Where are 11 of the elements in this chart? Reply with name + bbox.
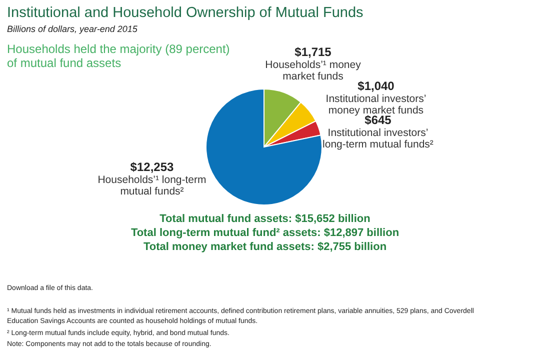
chart-subtitle: Billions of dollars, year-end 2015	[7, 24, 138, 34]
text: Total long-term mutual fund² assets: $12,897 billion	[130, 227, 400, 239]
text: Total money market fund assets: $2,755 billion	[143, 241, 387, 253]
data-label: $12,253	[130, 160, 174, 174]
text: Total mutual fund assets: $15,652 billion	[160, 213, 371, 225]
text: Households held the majority (89 percent) of mutual fund assets	[7, 42, 230, 70]
pie-slice	[206, 88, 322, 206]
data-label: $1,715	[294, 45, 332, 59]
chart-title: Institutional and Household Ownership of Mutual Funds	[7, 5, 364, 21]
slice-label: Households’¹ long-term mutual funds²	[98, 174, 207, 198]
slice-label: Institutional investors’ long-term mutual funds²	[322, 127, 434, 150]
